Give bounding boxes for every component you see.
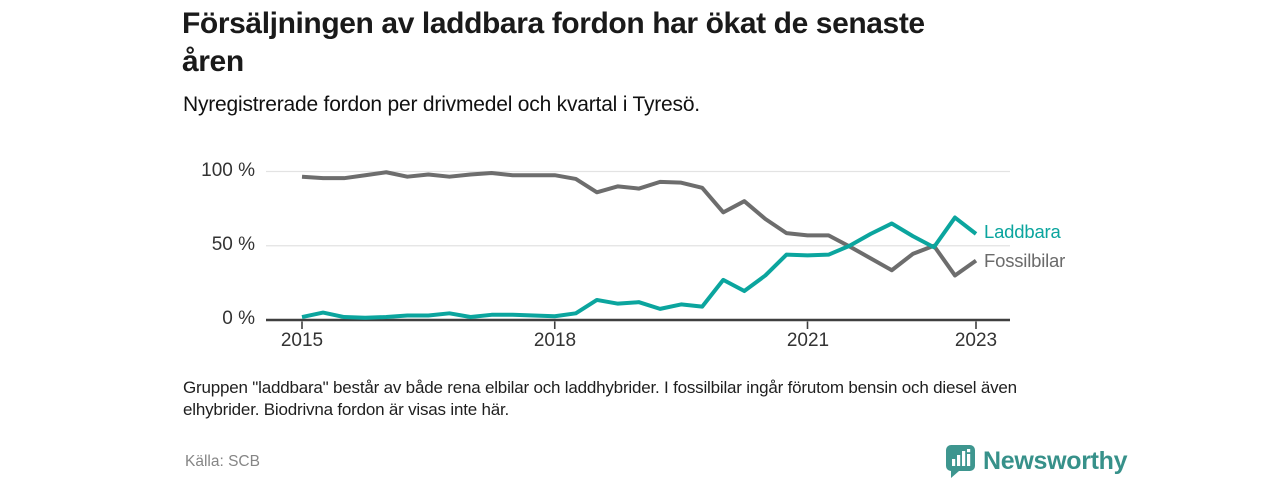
chart-title-line1: Försäljningen av laddbara fordon har öka… [182, 7, 925, 40]
newsworthy-logo: Newsworthy [945, 444, 1128, 478]
chart-footnote-line2: elhybrider. Biodrivna fordon är visas in… [183, 399, 510, 419]
series-label-fossilbilar: Fossilbilar [984, 250, 1066, 271]
series-line-fossilbilar [301, 170, 978, 278]
newsworthy-bar-chart-speech-bubble-icon [946, 445, 975, 478]
x-axis-label-2023: 2023 [954, 330, 998, 351]
chart-footnote-line1: Gruppen "laddbara" består av både rena e… [183, 378, 1017, 397]
source-label: Källa: SCB [185, 453, 260, 470]
chart-title-line2: åren [182, 45, 244, 78]
series-label-laddbara: Laddbara [984, 221, 1061, 242]
y-axis-label-0: 0 % [222, 308, 255, 329]
chart-subtitle: Nyregistrerade fordon per drivmedel och … [183, 93, 700, 116]
newsworthy-logo-text: Newsworthy [983, 446, 1128, 475]
y-axis-label-50: 50 % [211, 234, 255, 255]
x-axis-label-2015: 2015 [280, 330, 324, 351]
chart-footnote: Gruppen "laddbara" består av både rena e… [183, 377, 1017, 420]
x-axis-label-2018: 2018 [533, 330, 577, 351]
series-line-laddbara [301, 215, 978, 320]
y-axis-label-100: 100 % [201, 160, 255, 181]
x-axis-label-2021: 2021 [786, 330, 830, 351]
chart-title: Försäljningen av laddbara fordon har öka… [182, 5, 925, 81]
